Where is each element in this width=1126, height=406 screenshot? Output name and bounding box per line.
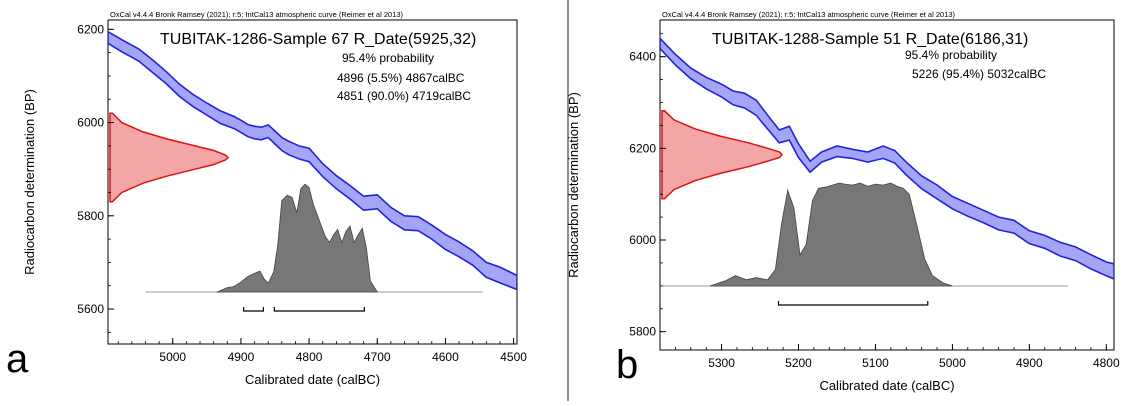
x-tick-label: 4800 [1093,356,1120,370]
range-text-1: 4851 (90.0%) 4719calBC [337,89,471,103]
calibration-curve-band [660,37,1114,280]
y-tick-label: 5600 [77,302,104,316]
plot-frame [107,19,518,345]
y-axis-label: Radiocarbon determination (BP) [22,89,37,275]
range-bracket-1 [273,307,365,312]
panel-letter: a [6,337,29,381]
y-tick-label: 5800 [77,209,104,223]
chart-title: TUBITAK-1286-Sample 67 R_Date(5925,32) [160,31,476,48]
range-text-0: 5226 (95.4%) 5032calBC [912,67,1046,81]
range-bracket-0 [243,307,265,312]
x-tick-label: 4600 [432,350,459,364]
x-tick-label: 4800 [296,350,323,364]
probability-label: 95.4% probability [905,48,997,62]
x-tick-label: 4700 [364,350,391,364]
x-axis-label: Calibrated date (calBC) [819,378,954,393]
range-text-0: 4896 (5.5%) 4867calBC [337,71,465,85]
probability-label: 95.4% probability [342,51,434,65]
y-tick-label: 6200 [77,22,104,36]
y-tick-label: 5800 [629,325,656,339]
x-tick-label: 5000 [939,356,966,370]
measured-date-distribution [109,112,230,203]
x-tick-label: 4900 [228,350,255,364]
calibration-curve-band [108,30,517,291]
range-bracket-0 [777,301,929,306]
x-tick-label: 4500 [500,350,527,364]
y-tick-label: 6000 [77,116,104,130]
x-tick-label: 5300 [708,356,735,370]
y-axis-label: Radiocarbon determination (BP) [566,92,581,278]
x-tick-label: 5200 [785,356,812,370]
chart-panel-a: 5000 4900 4800 4700 4600 4500 5600 5800 6000 6200… [6,10,527,387]
software-credit: OxCal v4.4.4 Bronk Ramsey (2021); r:5; I… [662,10,956,19]
y-tick-label: 6000 [629,233,656,247]
x-axis-label: Calibrated date (calBC) [245,372,380,387]
x-tick-label: 5100 [862,356,889,370]
measured-date-distribution [661,110,783,200]
y-tick-label: 6200 [629,141,656,155]
x-tick-label: 4900 [1016,356,1043,370]
x-tick-label: 5000 [159,350,186,364]
chart-panel-b: 5300 5200 5100 5000 4900 4800 5800 6000 6200 6400… [566,10,1120,393]
chart-title: TUBITAK-1288-Sample 51 R_Date(6186,31) [712,31,1028,48]
calibrated-distribution [709,182,953,287]
y-tick-label: 6400 [629,50,656,64]
software-credit: OxCal v4.4.4 Bronk Ramsey (2021); r:5; I… [110,10,404,19]
calibrated-distribution [216,183,379,293]
panel-letter: b [616,343,638,387]
